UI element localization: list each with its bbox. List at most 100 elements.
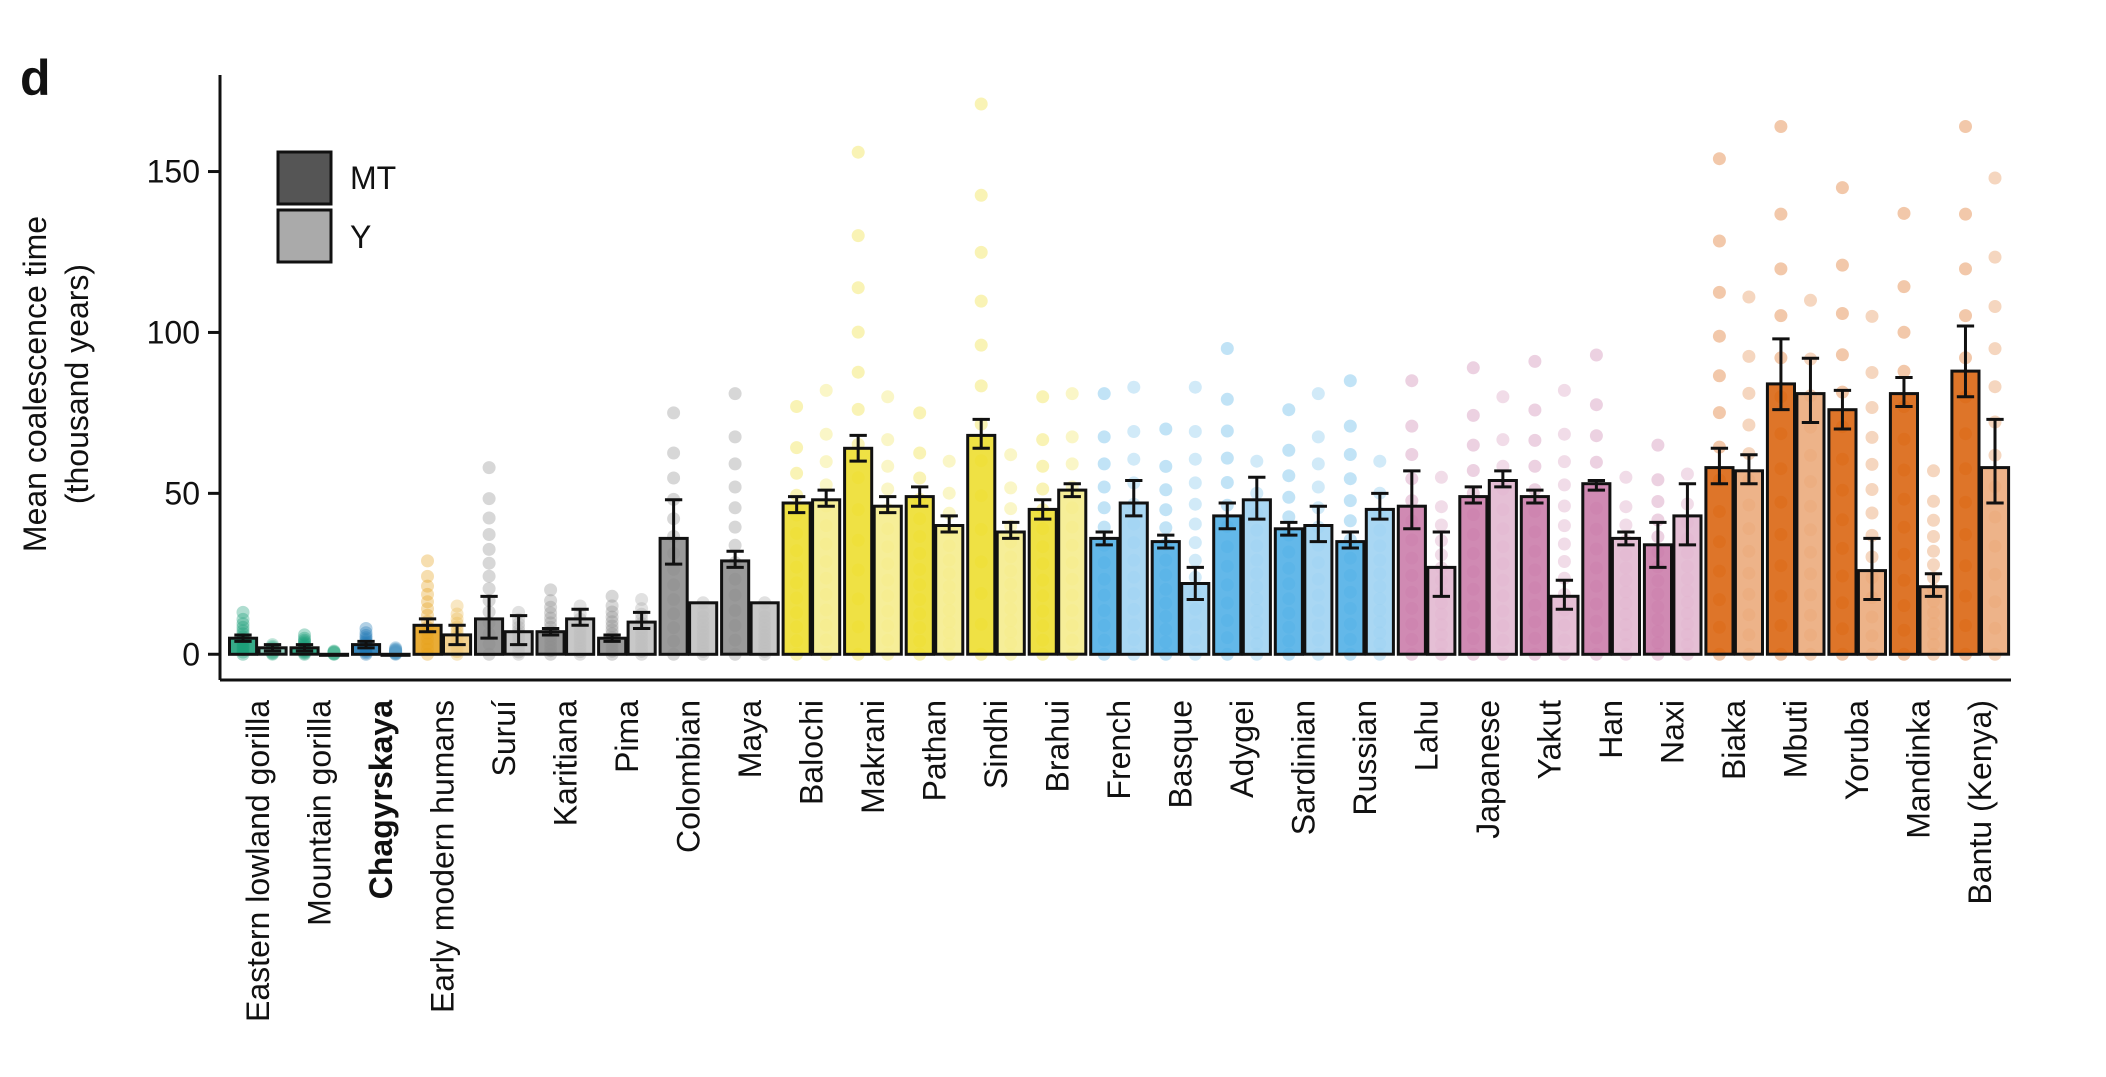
data-point-16-y-0	[1250, 454, 1264, 468]
errorbar-y-9	[817, 488, 835, 508]
data-point-15-mt-4	[1159, 521, 1173, 535]
data-point-24-mt-2	[1712, 285, 1726, 299]
data-point-2-y-1	[389, 642, 403, 656]
errorbar-mt-13	[1034, 498, 1052, 521]
data-point-20-y-1	[1496, 433, 1510, 447]
data-point-18-mt-3	[1343, 472, 1357, 486]
data-point-25-y-0	[1804, 293, 1817, 307]
bar-mt-14	[1089, 536, 1120, 656]
data-point-21-y-0	[1557, 383, 1571, 397]
bar-y-12	[995, 530, 1026, 656]
data-point-17-mt-1	[1282, 443, 1296, 457]
y-tick-label-3: 150	[147, 154, 200, 190]
errorbar-mt-16	[1218, 501, 1236, 531]
errorbar-y-16	[1248, 475, 1266, 521]
x-tick-label-28: Bantu (Kenya)	[1962, 700, 1998, 905]
data-point-1-mt-1	[298, 631, 311, 645]
errorbar-y-21	[1555, 578, 1574, 611]
data-point-13-mt-0	[1036, 390, 1050, 404]
data-point-22-y-2	[1619, 518, 1633, 532]
data-point-27-mt-2	[1897, 325, 1911, 339]
data-point-26-y-5	[1865, 483, 1879, 496]
data-point-21-y-2	[1557, 455, 1571, 469]
data-point-15-y-5	[1188, 517, 1202, 531]
data-point-2-mt-2	[359, 629, 373, 642]
data-point-21-mt-1	[1528, 403, 1542, 417]
x-tick-label-26: Yoruba	[1839, 700, 1875, 800]
x-tick-label-7: Colombian	[670, 700, 706, 853]
data-point-28-y-3	[1988, 342, 2002, 356]
data-point-25-mt-1	[1774, 207, 1788, 221]
data-point-20-y-0	[1496, 390, 1510, 404]
data-point-10-mt-5	[851, 402, 865, 416]
data-point-23-mt-0	[1651, 438, 1665, 452]
errorbar-y-3	[448, 623, 466, 647]
errorbar-y-27	[1924, 572, 1943, 598]
bar-mt-13	[1027, 507, 1058, 656]
data-point-24-mt-4	[1712, 369, 1726, 383]
errorbar-y-20	[1494, 469, 1512, 489]
data-point-28-mt-1	[1959, 207, 1972, 221]
data-point-2-mt-0	[359, 622, 373, 635]
errorbar-mt-17	[1280, 520, 1298, 537]
data-point-5-mt-5	[544, 616, 558, 630]
data-point-24-mt-1	[1712, 234, 1726, 248]
errorbar-mt-18	[1341, 530, 1359, 550]
data-point-21-y-7	[1557, 555, 1571, 568]
data-point-12-y-0	[1004, 448, 1018, 462]
data-point-14-y-0	[1127, 380, 1141, 394]
data-point-28-y-0	[1988, 171, 2002, 185]
errorbar-y-5	[571, 607, 589, 627]
data-point-26-y-2	[1865, 401, 1879, 414]
bar-y-5	[565, 617, 596, 656]
data-point-3-mt-2	[421, 579, 434, 593]
data-point-23-y-0	[1680, 467, 1694, 481]
data-point-4-mt-7	[482, 582, 496, 596]
data-point-26-y-4	[1865, 457, 1879, 471]
data-point-17-y-2	[1311, 457, 1325, 471]
data-point-7-mt-2	[667, 471, 681, 485]
data-point-4-mt-3	[482, 528, 496, 541]
data-point-15-y-2	[1188, 452, 1202, 466]
data-point-3-mt-4	[421, 595, 434, 609]
data-point-27-mt-1	[1897, 280, 1911, 294]
x-tick-label-24: Biaka	[1716, 700, 1752, 780]
data-point-26-y-0	[1865, 309, 1879, 323]
data-point-19-y-2	[1434, 518, 1448, 532]
data-point-28-y-1	[1988, 250, 2002, 264]
data-point-5-mt-0	[544, 583, 558, 597]
errorbar-mt-26	[1833, 388, 1852, 431]
bar-y-9	[811, 498, 842, 656]
legend: MT Y	[276, 150, 396, 264]
bar-mt-17	[1273, 527, 1304, 656]
errorbar-mt-9	[787, 495, 806, 515]
errorbar-mt-22	[1587, 478, 1606, 492]
data-point-14-mt-5	[1097, 520, 1111, 534]
data-point-10-mt-2	[851, 281, 865, 295]
errorbar-y-11	[940, 514, 958, 534]
data-point-18-mt-5	[1343, 514, 1357, 528]
bar-y-2	[380, 652, 411, 657]
x-tick-label-11: Pathan	[916, 700, 952, 801]
data-point-17-mt-0	[1282, 403, 1296, 417]
x-tick-label-2: Chagyrskaya	[363, 700, 399, 899]
errorbar-mt-24	[1710, 446, 1729, 486]
data-point-11-y-0	[942, 454, 956, 468]
data-point-11-y-1	[942, 486, 956, 500]
bar-mt-19	[1396, 504, 1427, 656]
errorbar-y-4	[509, 614, 528, 647]
data-point-15-y-4	[1188, 497, 1202, 511]
data-point-22-mt-0	[1589, 348, 1603, 362]
data-point-19-mt-1	[1405, 419, 1419, 433]
data-point-22-y-1	[1619, 500, 1633, 514]
data-point-22-y-0	[1619, 470, 1633, 484]
bar-y-16	[1241, 498, 1272, 656]
data-point-25-mt-0	[1774, 120, 1788, 133]
data-point-27-mt-3	[1897, 364, 1911, 378]
bar-mt-28	[1950, 369, 1981, 656]
data-point-22-mt-2	[1589, 429, 1603, 443]
data-point-20-mt-0	[1466, 361, 1480, 375]
y-tick-label-0: 0	[182, 636, 200, 672]
data-point-16-mt-2	[1220, 424, 1234, 438]
